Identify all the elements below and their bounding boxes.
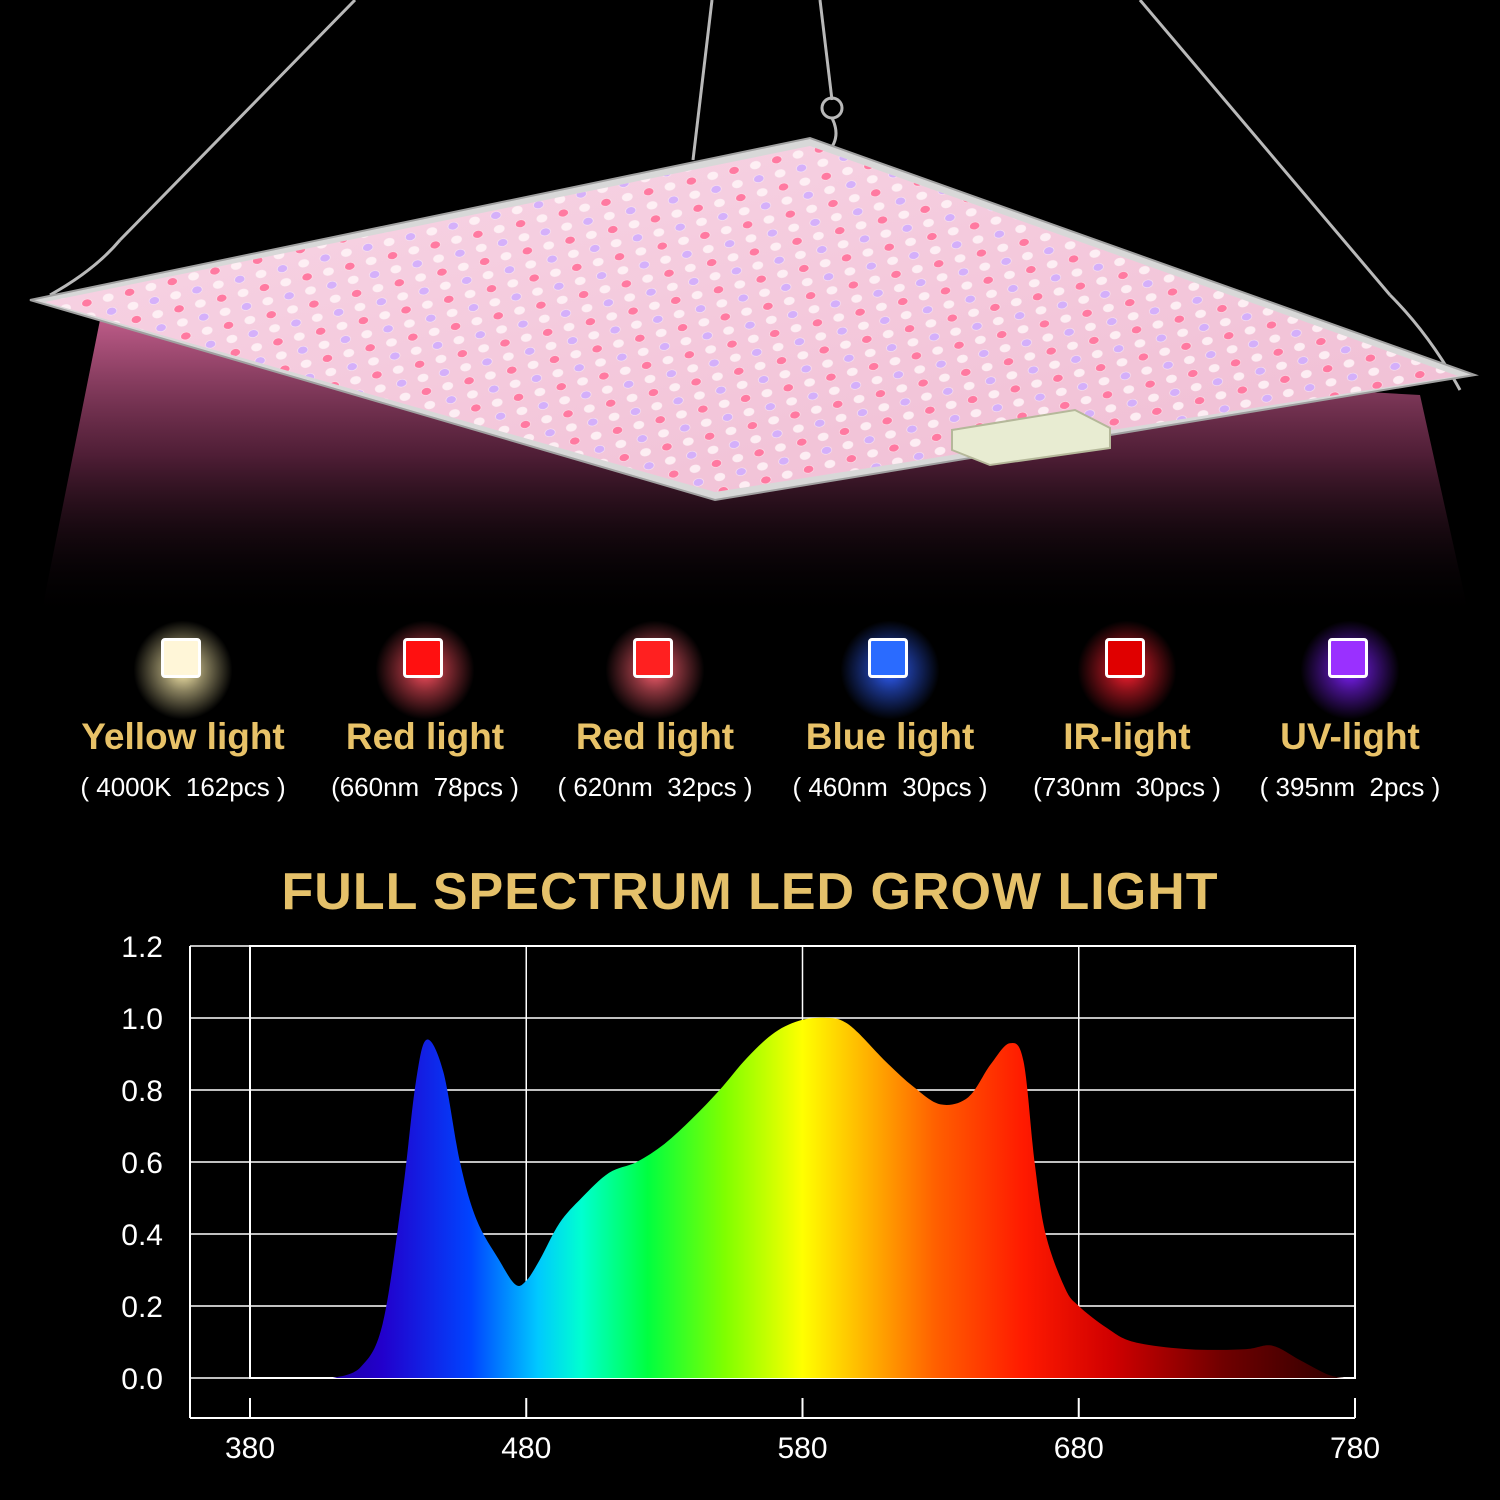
- led-glow: [375, 620, 475, 720]
- led-type-name: Yellow light: [81, 716, 285, 757]
- y-tick-label: 1.0: [121, 1003, 163, 1036]
- led-type-name: Red light: [575, 716, 735, 757]
- led-type-name: UV-light: [1280, 716, 1420, 757]
- led-glow: [133, 620, 233, 720]
- spectrum-area: [332, 1017, 1344, 1378]
- led-type-spec: ( 395nm 2pcs ): [1259, 772, 1441, 802]
- hanging-wires: [49, 0, 1462, 391]
- led-swatch: [1105, 638, 1145, 678]
- led-swatch: [1328, 638, 1368, 678]
- y-tick-label: 1.2: [121, 931, 163, 964]
- led-type-item: Blue light ( 460nm 30pcs ): [765, 600, 1015, 830]
- led-type-item: UV-light ( 395nm 2pcs ): [1225, 600, 1475, 830]
- chart-title: FULL SPECTRUM LED GROW LIGHT: [281, 863, 1219, 921]
- led-glow: [1077, 620, 1177, 720]
- led-type-item: Red light ( 620nm 32pcs ): [530, 600, 780, 830]
- y-tick-label: 0.2: [121, 1291, 163, 1324]
- led-swatch: [633, 638, 673, 678]
- led-type-item: IR-light (730nm 30pcs ): [1002, 600, 1252, 830]
- led-glow: [840, 620, 940, 720]
- led-type-spec: ( 460nm 30pcs ): [792, 772, 988, 802]
- chart-axes: [189, 946, 1356, 1419]
- led-type-spec: ( 620nm 32pcs ): [557, 772, 753, 802]
- x-tick-label: 580: [777, 1432, 827, 1460]
- chart-tick-labels: 0.0 0.2 0.4 0.6 0.8 1.0 1.2 380 480 580 680 780: [121, 931, 1380, 1460]
- spectrum-chart: 0.0 0.2 0.4 0.6 0.8 1.0 1.2 380 480 580 680 780: [121, 931, 1380, 1460]
- led-glow: [1300, 620, 1400, 720]
- x-tick-label: 380: [225, 1432, 275, 1460]
- led-type-name: Red light: [345, 716, 505, 757]
- led-type-spec: (730nm 30pcs ): [1033, 772, 1221, 802]
- y-tick-label: 0.4: [121, 1219, 163, 1252]
- led-swatch: [161, 638, 201, 678]
- led-type-spec: (660nm 78pcs ): [331, 772, 519, 802]
- led-glow: [605, 620, 705, 720]
- led-types-legend: Yellow light ( 4000K 162pcs ) Red light (66…: [0, 600, 1500, 830]
- grow-light-panel-illustration: [29, 0, 1479, 620]
- x-tick-label: 480: [501, 1432, 551, 1460]
- driver-box: [951, 408, 1111, 467]
- led-type-name: Blue light: [805, 716, 975, 757]
- grow-light-panel-photo: [0, 0, 1500, 620]
- led-swatch: [868, 638, 908, 678]
- x-tick-label: 680: [1054, 1432, 1104, 1460]
- led-type-spec: ( 4000K 162pcs ): [80, 772, 286, 802]
- y-tick-label: 0.8: [121, 1075, 163, 1108]
- led-type-name: IR-light: [1063, 716, 1191, 757]
- y-tick-label: 0.6: [121, 1147, 163, 1180]
- y-tick-label: 0.0: [121, 1363, 163, 1396]
- x-tick-label: 780: [1330, 1432, 1380, 1460]
- led-type-item: Yellow light ( 4000K 162pcs ): [58, 600, 308, 830]
- led-type-item: Red light (660nm 78pcs ): [300, 600, 550, 830]
- led-swatch: [403, 638, 443, 678]
